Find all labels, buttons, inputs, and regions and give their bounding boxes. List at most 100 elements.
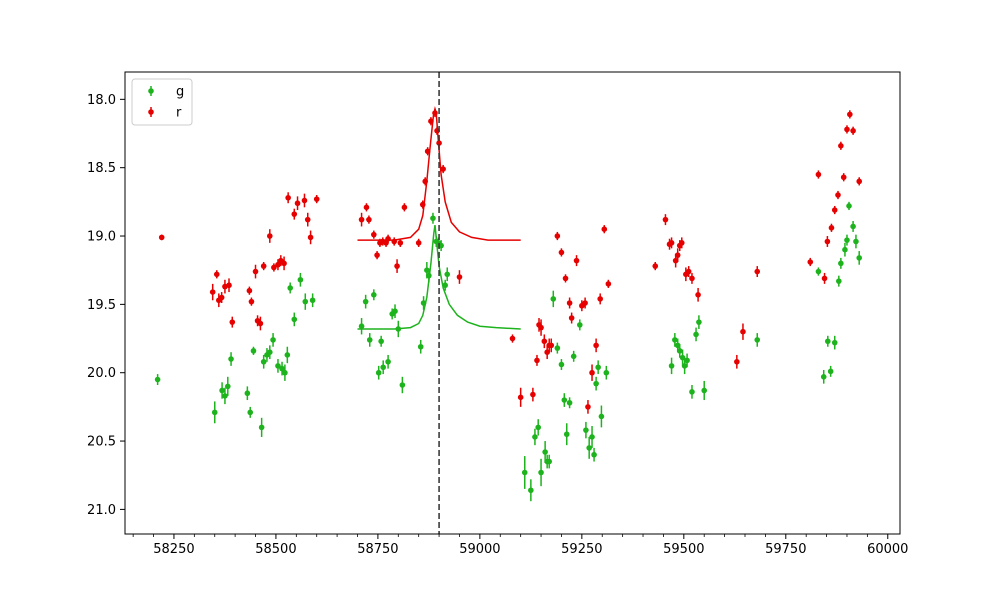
data-point	[532, 434, 538, 440]
data-point	[577, 322, 583, 328]
data-point	[674, 252, 681, 258]
data-point	[226, 282, 232, 289]
data-point	[258, 424, 265, 431]
data-point	[684, 357, 690, 364]
data-point	[284, 352, 291, 358]
plot-area	[154, 105, 863, 502]
data-point	[302, 298, 309, 305]
data-point	[558, 361, 565, 368]
data-point	[399, 382, 406, 388]
legend-entry-r: r	[148, 106, 182, 121]
data-point	[394, 263, 400, 269]
data-point	[158, 234, 165, 241]
model-curve-g	[357, 224, 521, 330]
data-point	[850, 223, 856, 230]
data-point	[844, 237, 850, 243]
data-point	[420, 300, 427, 306]
data-point	[538, 469, 544, 476]
data-point	[586, 445, 592, 451]
data-point	[260, 263, 267, 269]
data-point	[252, 268, 259, 275]
y-tick-label: 19.0	[87, 230, 116, 245]
data-point	[517, 394, 524, 401]
data-point	[222, 393, 228, 399]
data-point	[270, 337, 276, 343]
data-point	[595, 364, 601, 371]
data-point	[550, 296, 557, 302]
data-point	[380, 364, 386, 371]
data-point	[456, 274, 463, 280]
data-point	[282, 369, 288, 376]
data-point	[417, 343, 424, 350]
data-point	[601, 226, 608, 232]
data-point	[696, 319, 702, 325]
data-point	[358, 323, 365, 330]
data-point	[685, 268, 692, 275]
data-point	[573, 257, 580, 264]
data-point	[521, 469, 528, 476]
legend-label: g	[176, 85, 184, 100]
data-point	[395, 326, 402, 332]
data-point	[827, 368, 834, 375]
data-point	[534, 357, 540, 364]
data-point	[229, 319, 236, 325]
data-point	[838, 260, 844, 267]
data-point	[375, 369, 382, 376]
data-point	[831, 339, 838, 346]
data-point	[838, 143, 844, 149]
data-point	[271, 264, 277, 271]
data-point	[554, 345, 561, 351]
data-point	[371, 291, 377, 298]
data-point	[378, 338, 384, 345]
data-point	[244, 390, 251, 397]
data-point	[528, 487, 534, 494]
y-tick-label: 18.0	[87, 93, 116, 108]
data-point	[281, 260, 287, 267]
data-point	[701, 387, 708, 394]
data-point	[840, 174, 847, 181]
x-tick-label: 58500	[255, 542, 296, 557]
data-point	[218, 294, 225, 301]
data-point	[598, 413, 605, 420]
data-point	[568, 315, 575, 321]
series-r	[158, 105, 863, 414]
data-point	[313, 196, 320, 202]
data-point	[593, 380, 599, 387]
data-point	[734, 358, 740, 365]
data-point	[589, 369, 595, 376]
data-point	[850, 127, 856, 134]
data-point	[267, 233, 273, 239]
data-point	[509, 335, 516, 342]
data-point	[828, 225, 835, 231]
data-point	[246, 287, 253, 294]
data-point	[291, 211, 298, 217]
data-point	[603, 369, 610, 376]
y-tick-label: 21.0	[87, 503, 116, 518]
data-point	[538, 324, 544, 331]
x-tick-label: 58250	[153, 542, 194, 557]
data-point	[211, 409, 218, 416]
data-point	[844, 126, 850, 133]
data-point	[847, 111, 853, 118]
data-point	[856, 178, 863, 185]
data-point	[597, 296, 603, 302]
data-point	[593, 342, 599, 349]
data-point	[224, 383, 231, 390]
data-point	[291, 316, 298, 323]
data-point	[419, 201, 426, 208]
data-point	[554, 233, 561, 239]
data-point	[856, 255, 863, 261]
data-point	[297, 276, 304, 283]
data-point	[442, 282, 448, 289]
data-point	[371, 231, 377, 238]
data-point	[825, 338, 831, 345]
data-point	[652, 263, 659, 269]
data-point	[275, 363, 281, 369]
data-point	[301, 197, 308, 204]
data-point	[548, 342, 555, 349]
data-point	[676, 348, 683, 354]
data-point	[561, 397, 568, 403]
data-point	[535, 424, 541, 431]
data-point	[415, 240, 422, 246]
